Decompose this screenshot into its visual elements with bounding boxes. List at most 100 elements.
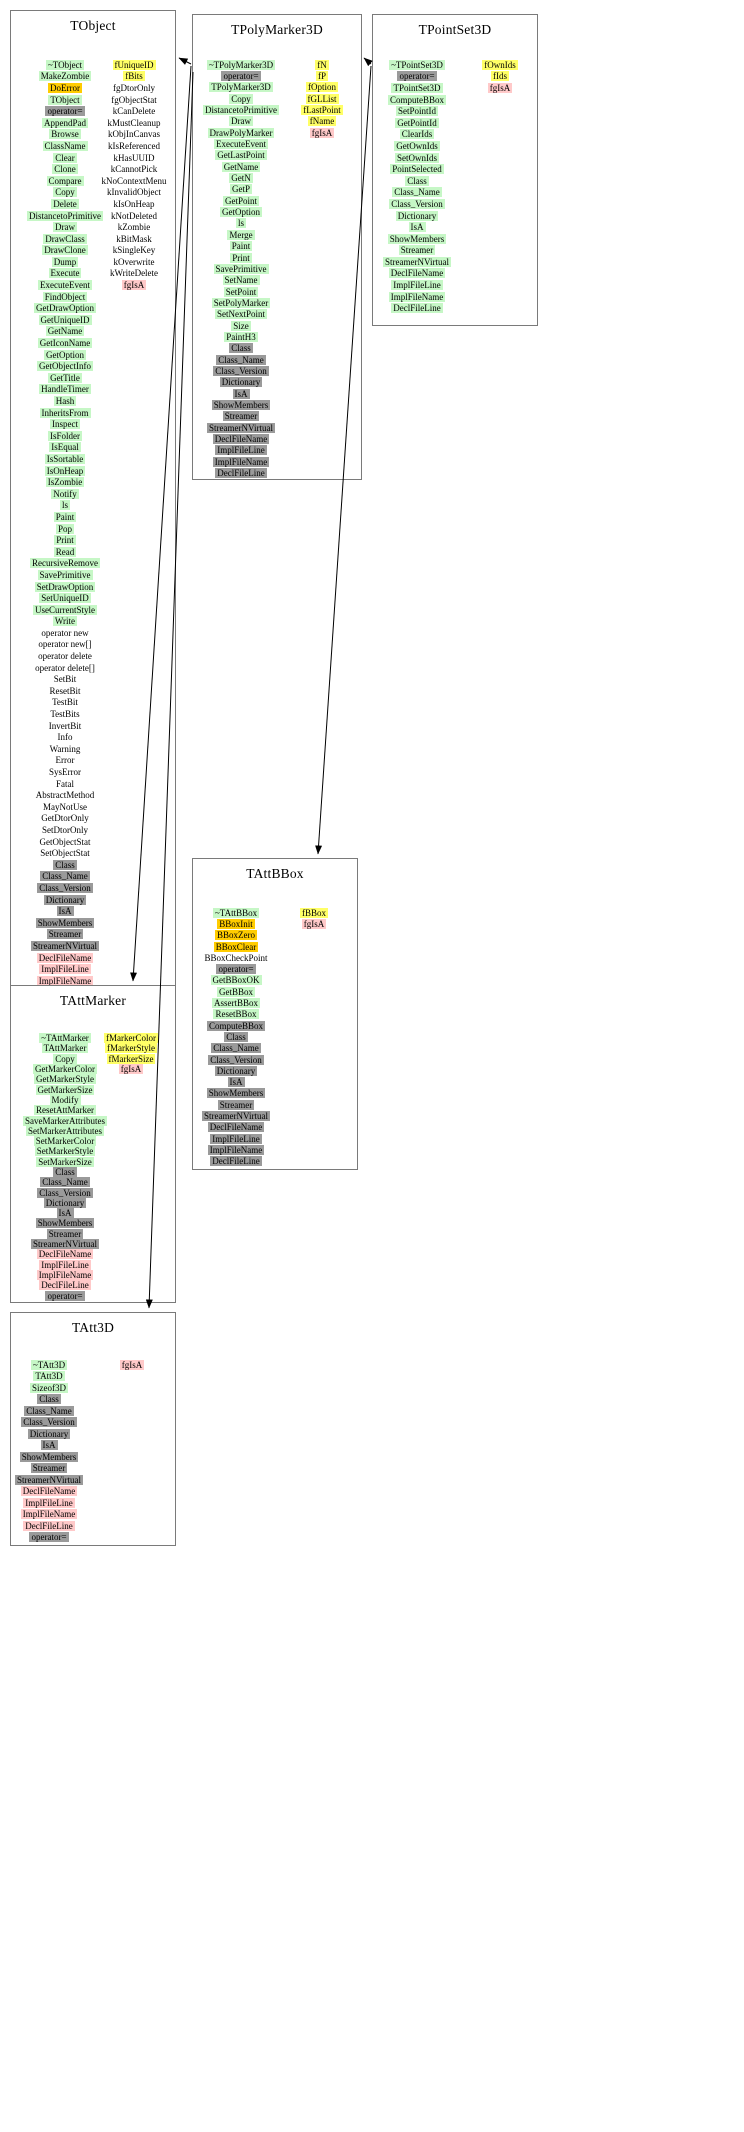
member-GetN: GetN — [229, 173, 253, 184]
member-row: GetUniqueID — [11, 314, 119, 326]
member-row: operator delete — [11, 650, 119, 662]
member-row: Dictionary — [373, 210, 461, 222]
member-Dictionary: Dictionary — [214, 1065, 258, 1076]
member-row: fP — [287, 70, 357, 82]
member-row: ls — [11, 500, 119, 512]
member-AppendPad: AppendPad — [42, 117, 88, 128]
member-row: IsFolder — [11, 430, 119, 442]
member-row: ~TObject — [11, 59, 119, 71]
member-row: SavePrimitive — [195, 263, 287, 274]
member-ShowMembers: ShowMembers — [387, 233, 447, 244]
member-row: Inspect — [11, 418, 119, 430]
member-ImplFileName: ImplFileName — [212, 456, 270, 467]
member-Class-Name: Class_Name — [392, 187, 442, 198]
member-row: DrawClass — [11, 233, 119, 245]
member-Clone: Clone — [52, 164, 78, 175]
member-row: ComputeBBox — [373, 94, 461, 106]
member-fN: fN — [315, 59, 329, 70]
member-row: GetIconName — [11, 337, 119, 349]
member-row: fgIsA — [287, 127, 357, 138]
member-Draw: Draw — [53, 222, 77, 233]
member-row: GetBBox — [193, 986, 279, 997]
member-row: IsA — [195, 388, 287, 399]
member-row: GetN — [195, 172, 287, 184]
member-row: ShowMembers — [195, 399, 287, 410]
member-row: Write — [11, 616, 119, 628]
member-fgObjectStat: fgObjectStat — [111, 94, 157, 105]
member-row: fLastPoint — [287, 104, 357, 116]
member-Merge: Merge — [227, 229, 255, 240]
member-ShowMembers: ShowMembers — [206, 1088, 266, 1099]
member-column-fields: fgIsA — [102, 1359, 162, 1371]
member-row: GetObjectStat — [11, 836, 119, 848]
member-row: Pop — [11, 523, 119, 535]
member-BBoxZero: BBoxZero — [215, 930, 257, 941]
member-row: fgIsA — [96, 279, 172, 291]
member-Streamer: Streamer — [217, 1099, 255, 1110]
member-InvertBit: InvertBit — [48, 720, 82, 731]
member-row: kHasUUID — [96, 152, 172, 164]
member-Delete: Delete — [51, 198, 79, 209]
member-Class: Class — [405, 175, 429, 186]
member-row: ~TAttMarker — [11, 1033, 119, 1044]
member-row: ResetAttMarker — [11, 1105, 119, 1116]
member-row: ShowMembers — [11, 1218, 119, 1229]
member-row: SetMarkerSize — [11, 1156, 119, 1167]
member-row: Fatal — [11, 778, 119, 790]
member-Class-Version: Class_Version — [389, 198, 445, 209]
member-row: ExecuteEvent — [195, 138, 287, 150]
member-ImplFileLine: ImplFileLine — [39, 964, 91, 975]
member-fgIsA: fgIsA — [487, 82, 513, 93]
member-fOption: fOption — [306, 82, 338, 93]
member-TObject: TObject — [48, 94, 82, 105]
member-row: SaveMarkerAttributes — [11, 1115, 119, 1126]
member-BBoxInit: BBoxInit — [217, 918, 255, 929]
member-Class-Name: Class_Name — [24, 1405, 74, 1416]
member-row: Class_Name — [373, 187, 461, 199]
member-ImplFileName: ImplFileName — [388, 291, 446, 302]
member-ls: ls — [59, 500, 70, 511]
member-row: operator= — [193, 963, 279, 975]
member-row: SetMarkerStyle — [11, 1146, 119, 1157]
class-title-tobject: TObject — [70, 18, 116, 33]
member-ComputeBBox: ComputeBBox — [206, 1020, 265, 1031]
member-kIsReferenced: kIsReferenced — [108, 140, 160, 151]
member-GetName: GetName — [221, 161, 261, 172]
member-row: operator delete[] — [11, 662, 119, 674]
member-row: Class — [11, 1167, 119, 1177]
member-row: kCannotPick — [96, 163, 172, 175]
member-row: ResetBBox — [193, 1009, 279, 1020]
member-SavePrimitive: SavePrimitive — [213, 263, 269, 274]
member-operator-delete-: operator delete[] — [35, 662, 95, 673]
member-ShowMembers: ShowMembers — [211, 399, 271, 410]
member-DistancetoPrimitive: DistancetoPrimitive — [27, 210, 103, 221]
member-row: Dictionary — [195, 377, 287, 388]
member-row: BBoxCheckPoint — [193, 952, 279, 963]
member-row: Copy — [11, 1053, 119, 1064]
member-BBoxClear: BBoxClear — [213, 941, 259, 952]
member-row: GetPointId — [373, 117, 461, 129]
member-Read: Read — [53, 546, 77, 557]
member-row: Modify — [11, 1094, 119, 1105]
member-row: operator new[] — [11, 639, 119, 651]
member-fName: fName — [307, 116, 337, 127]
member-Compare: Compare — [46, 175, 84, 186]
member-row: ~TAttBBox — [193, 907, 279, 918]
member-fOwnIds: fOwnIds — [482, 59, 518, 70]
member-column-methods: ~TAttBBox BBoxInit BBoxZero BBoxClear BBoxCh… — [193, 907, 279, 1167]
member-row: ImplFileName — [11, 1269, 119, 1280]
member-ClearIds: ClearIds — [399, 129, 435, 140]
member-row: SetOwnIds — [373, 152, 461, 164]
member-operator-: operator= — [45, 106, 85, 117]
member-ComputeBBox: ComputeBBox — [387, 94, 446, 105]
member-Hash: Hash — [53, 396, 77, 407]
member-Dictionary: Dictionary — [395, 210, 439, 221]
member-Class-Version: Class_Version — [37, 1187, 93, 1198]
member-IsA: IsA — [56, 1208, 74, 1219]
member-row: kWriteDelete — [96, 268, 172, 280]
member-kIsOnHeap: kIsOnHeap — [113, 198, 155, 209]
member-Modify: Modify — [49, 1094, 81, 1105]
member-GetObjectStat: GetObjectStat — [39, 836, 91, 847]
member-SetPoint: SetPoint — [223, 286, 259, 297]
member-row: Info — [11, 731, 119, 743]
